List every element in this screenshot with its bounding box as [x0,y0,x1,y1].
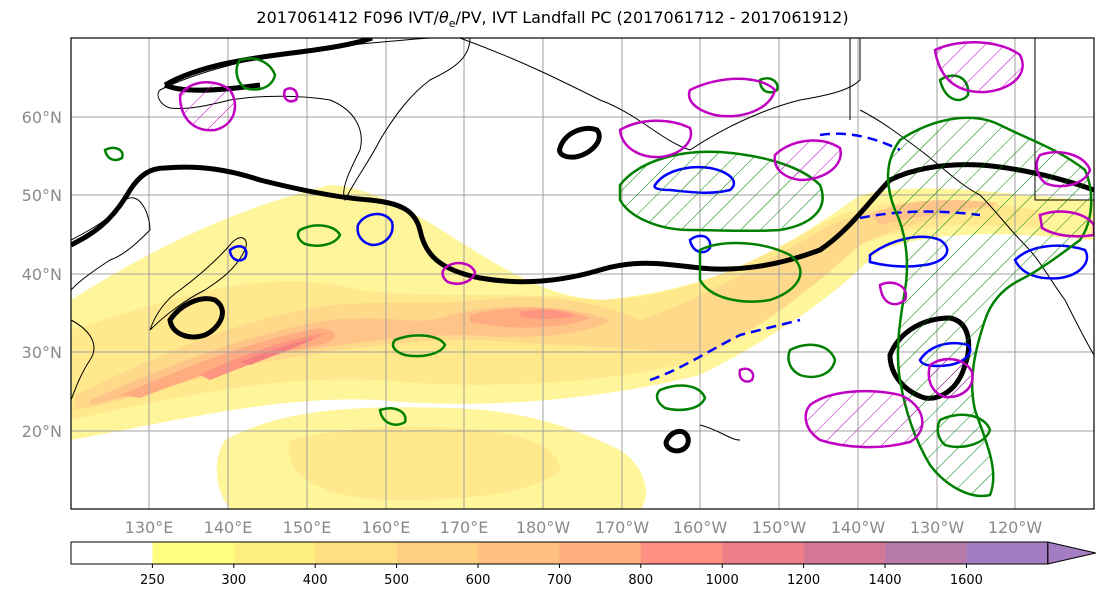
colorbar-segment [71,542,153,564]
lat-label: 50°N [22,186,62,205]
lon-label: 130°W [910,518,965,537]
lon-label: 160°W [673,518,728,537]
lat-label: 30°N [22,343,62,362]
lon-label: 130°E [125,518,174,537]
lon-label: 160°E [362,518,411,537]
colorbar-segment [152,542,235,564]
colorbar-label: 1400 [868,573,901,588]
lon-label: 150°W [752,518,807,537]
colorbar-label: 500 [384,573,409,588]
lat-label: 20°N [22,422,62,441]
colorbar-segment [803,542,886,564]
lat-labels: 60°N 50°N 40°N 30°N 20°N [22,108,62,441]
colorbar-segment [315,542,398,564]
map-frame [70,37,1095,510]
ivt-band-500 [90,306,610,405]
colorbar-label: 1600 [950,573,983,588]
lat-label: 40°N [22,265,62,284]
colorbar-segment [478,542,560,564]
colorbar-label: 400 [303,573,328,588]
lon-label: 180°W [516,518,571,537]
lon-label: 140°E [204,518,253,537]
ivt-band-400 [75,203,1000,410]
colorbar-label: 1200 [787,573,820,588]
colorbar-segment [966,542,1049,564]
lon-label: 150°E [283,518,332,537]
colorbar-extend-arrow [1047,541,1096,565]
colorbar-label: 1000 [706,573,739,588]
colorbar-segment [559,542,642,564]
colorbar: 250 300 400 500 600 700 800 1000 1200 1400 1600 [70,541,1096,588]
colorbar-label: 250 [140,573,165,588]
lon-label: 170°W [595,518,650,537]
lon-label: 140°W [831,518,886,537]
ivt-band-700b [520,309,575,319]
colorbar-segment [722,542,805,564]
map-title: 2017061412 F096 IVT/θe/PV, IVT Landfall … [256,8,849,31]
colorbar-segment [233,542,316,564]
colorbar-segment [396,542,479,564]
colorbar-label: 300 [221,573,246,588]
landfall-positive-contours [103,57,1093,498]
landfall-negative-contours [178,41,1094,449]
colorbar-segment [885,542,967,564]
lat-label: 60°N [22,108,62,127]
lon-label: 170°E [440,518,489,537]
lon-labels: 130°E 140°E 150°E 160°E 170°E 180°W 170°… [125,518,1043,537]
ivt-band-300-south [288,427,560,500]
colorbar-segment [640,542,723,564]
colorbar-label: 800 [628,573,653,588]
lon-label: 120°W [988,518,1043,537]
colorbar-label: 700 [547,573,572,588]
colorbar-label: 600 [466,573,491,588]
